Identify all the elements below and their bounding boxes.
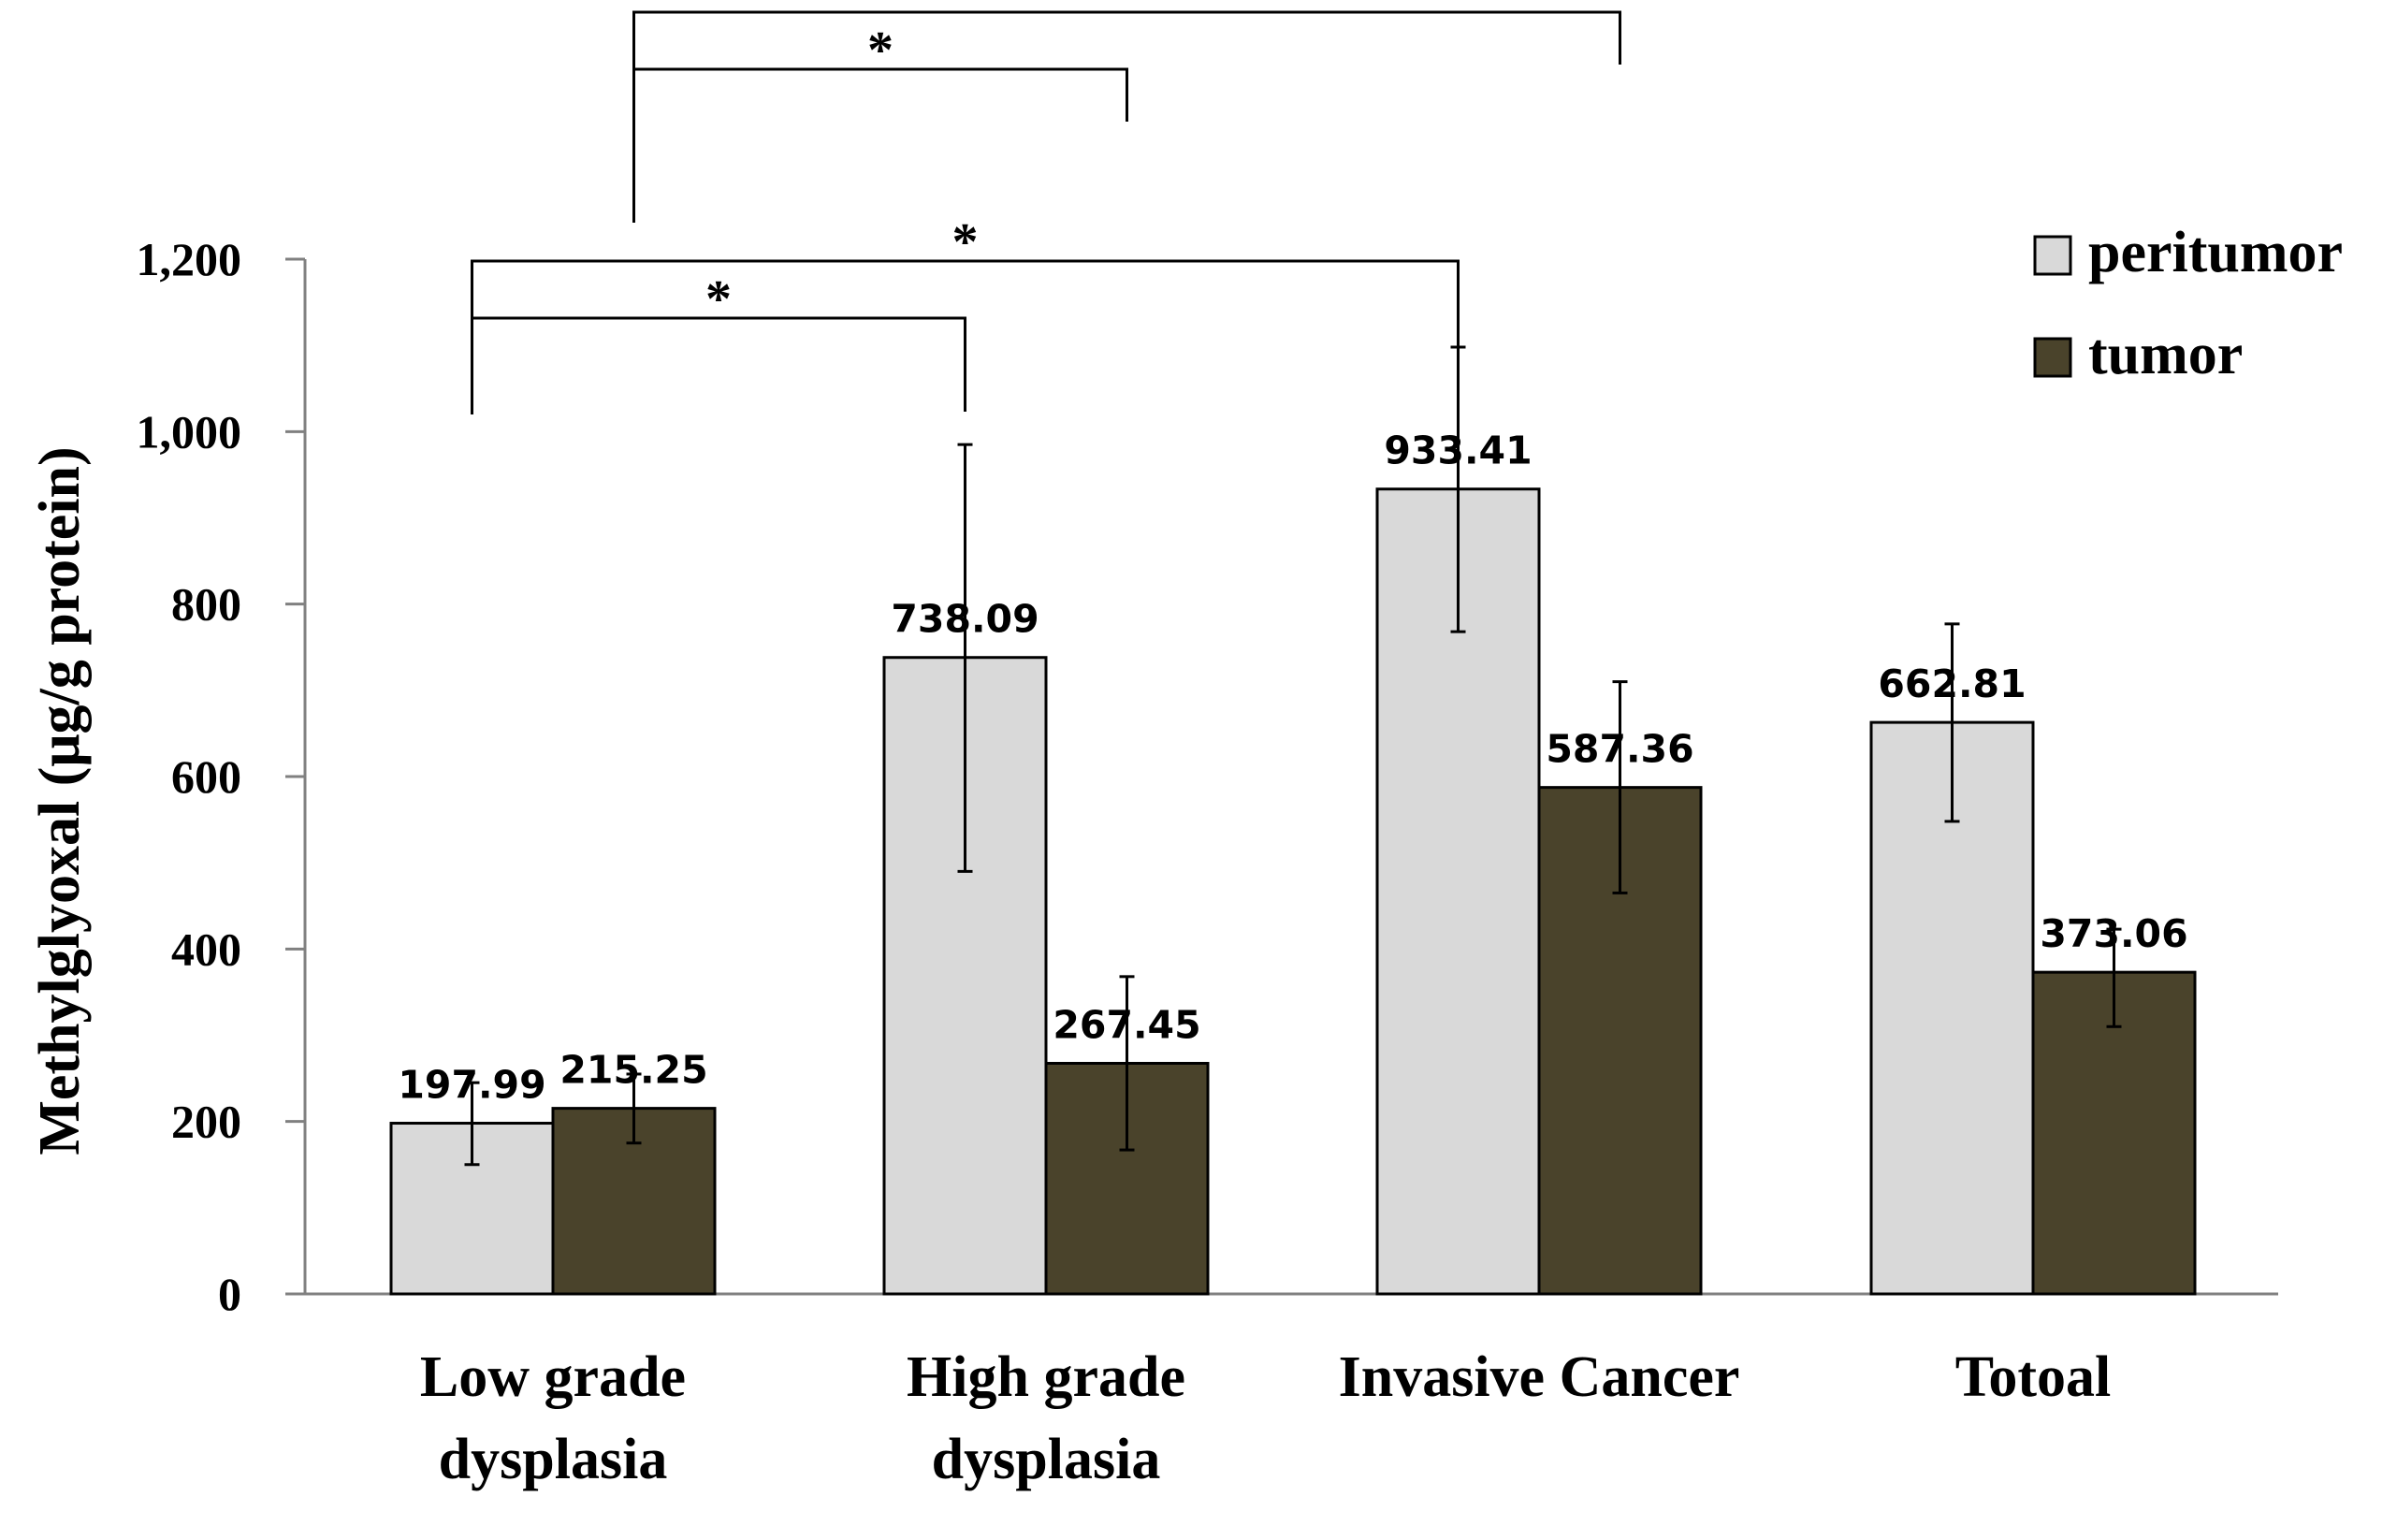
significance-star: * bbox=[705, 270, 732, 328]
y-tick-label: 800 bbox=[171, 578, 241, 631]
data-label: 662.81 bbox=[1878, 661, 2026, 706]
data-label: 197.99 bbox=[398, 1063, 545, 1108]
significance-star: * bbox=[867, 22, 893, 80]
y-tick-label: 200 bbox=[171, 1096, 241, 1148]
x-tick-label: Invasive Cancer bbox=[1339, 1345, 1740, 1409]
y-tick-label: 400 bbox=[171, 923, 241, 975]
significance-bracket bbox=[471, 259, 1460, 414]
data-label: 373.06 bbox=[2040, 911, 2187, 956]
y-tick-label: 1,200 bbox=[137, 233, 242, 285]
y-tick-label: 1,000 bbox=[137, 405, 242, 458]
data-label: 587.36 bbox=[1546, 727, 1693, 772]
data-label: 215.25 bbox=[559, 1048, 707, 1093]
x-tick-label: Low grade bbox=[420, 1345, 686, 1409]
plot-area: 0 200 400 600 800 1,000 1,200 197.99 738.09 933.4… bbox=[137, 0, 2278, 1491]
x-tick-label: dysplasia bbox=[932, 1428, 1161, 1491]
significance-bracket bbox=[471, 316, 966, 414]
x-tick-label: Totoal bbox=[1955, 1345, 2112, 1409]
legend-label-peritumor: peritumor bbox=[2088, 221, 2343, 284]
x-tick-label: dysplasia bbox=[439, 1428, 668, 1491]
data-label: 267.45 bbox=[1053, 1003, 1200, 1048]
data-label: 933.41 bbox=[1384, 429, 1532, 473]
legend: peritumor tumor bbox=[2033, 221, 2343, 386]
y-tick-label: 0 bbox=[218, 1268, 241, 1320]
y-tick-label: 600 bbox=[171, 750, 241, 803]
significance-star: * bbox=[952, 213, 979, 271]
x-tick-label: High grade bbox=[907, 1345, 1185, 1409]
significance-bracket bbox=[632, 67, 1128, 223]
legend-label-tumor: tumor bbox=[2088, 323, 2243, 386]
y-axis-label: Methylglyoxal (μg/g protein) bbox=[28, 446, 92, 1155]
data-label: 738.09 bbox=[891, 597, 1039, 642]
legend-swatch-peritumor bbox=[2033, 235, 2072, 276]
significance-star: * bbox=[1114, 0, 1140, 22]
legend-swatch-tumor bbox=[2033, 337, 2072, 378]
significance-bracket bbox=[632, 10, 1621, 223]
